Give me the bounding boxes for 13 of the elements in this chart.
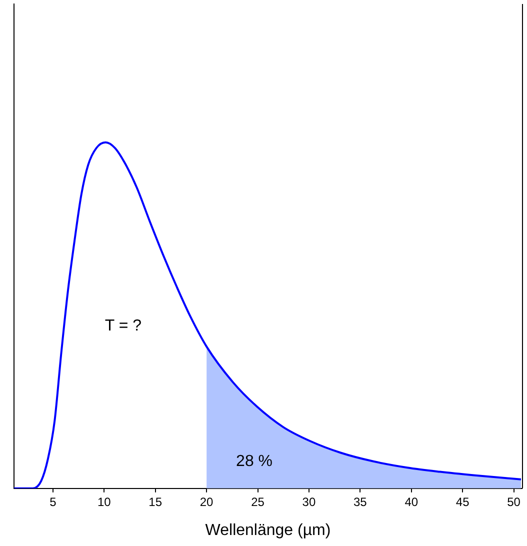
x-tick-label: 50 (507, 494, 521, 509)
x-tick-label: 25 (251, 494, 265, 509)
x-tick-label: 35 (354, 494, 368, 509)
x-tick-label: 20 (200, 494, 214, 509)
x-tick-label: 30 (302, 494, 316, 509)
annotation: T = ? (104, 318, 142, 335)
x-tick-label: 15 (148, 494, 162, 509)
x-tick-label: 10 (97, 494, 112, 509)
x-tick-label: 45 (456, 494, 470, 509)
x-tick-label: 40 (404, 494, 418, 509)
annotation: 28 % (236, 453, 273, 470)
x-tick-label: 5 (50, 494, 57, 509)
x-axis-title: Wellenlänge (µm) (205, 522, 331, 539)
